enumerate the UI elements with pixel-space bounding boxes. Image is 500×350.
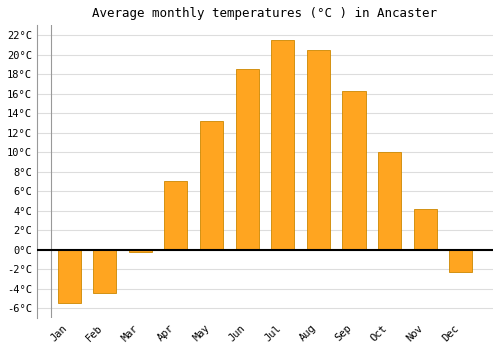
Bar	[414, 209, 436, 250]
Bar	[307, 50, 330, 250]
Bar	[128, 250, 152, 252]
Bar	[236, 69, 258, 250]
Bar	[342, 91, 365, 250]
Bar	[449, 250, 472, 272]
Bar	[58, 250, 80, 303]
Bar	[200, 121, 223, 250]
Bar	[271, 40, 294, 250]
Bar	[378, 152, 401, 250]
Title: Average monthly temperatures (°C ) in Ancaster: Average monthly temperatures (°C ) in An…	[92, 7, 438, 20]
Bar	[93, 250, 116, 294]
Bar	[164, 181, 188, 250]
